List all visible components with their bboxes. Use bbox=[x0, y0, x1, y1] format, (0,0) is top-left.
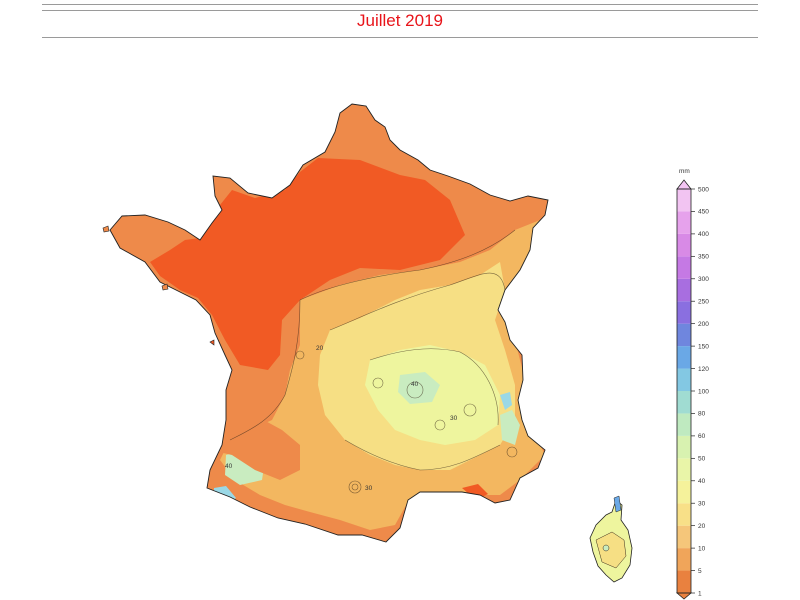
title-underline bbox=[42, 37, 758, 38]
map-title: Juillet 2019 bbox=[356, 11, 443, 30]
zone-very-wet-1 bbox=[398, 372, 440, 404]
contour-label-3: 20 bbox=[316, 345, 324, 352]
legend-band bbox=[677, 503, 691, 526]
corsica bbox=[589, 495, 633, 583]
legend-tick-label: 100 bbox=[698, 388, 709, 395]
legend-ticks: 1 5 10 20 30 40 50 60 80 100 120 150 200 250 300 350 400… bbox=[691, 186, 709, 597]
zone-dry-south bbox=[205, 412, 300, 480]
legend-band bbox=[677, 346, 691, 369]
legend-band bbox=[677, 233, 691, 257]
legend-band bbox=[677, 256, 691, 279]
legend-band bbox=[677, 435, 691, 459]
legend-tick-label: 250 bbox=[698, 299, 709, 306]
legend-band bbox=[677, 548, 691, 571]
legend-tick-label: 50 bbox=[698, 456, 706, 463]
legend-band bbox=[677, 189, 691, 212]
legend-tick-label: 350 bbox=[698, 254, 709, 261]
legend-band bbox=[677, 301, 691, 324]
contour-label-1: 40 bbox=[225, 463, 233, 470]
legend-unit: mm bbox=[679, 168, 690, 175]
island-3 bbox=[209, 339, 215, 346]
legend-arrow-bottom bbox=[675, 592, 693, 600]
legend-tick-label: 40 bbox=[698, 478, 706, 485]
legend-arrow-top bbox=[676, 179, 692, 190]
zone-very-wet-2 bbox=[500, 410, 520, 445]
legend-band bbox=[677, 391, 691, 414]
legend-band bbox=[677, 458, 691, 481]
legend-tick-label: 450 bbox=[698, 209, 709, 216]
legend-band bbox=[677, 278, 691, 302]
island-2 bbox=[161, 283, 169, 291]
legend-tick-label: 10 bbox=[698, 545, 706, 552]
island-1 bbox=[102, 225, 110, 233]
legend-tick-label: 300 bbox=[698, 276, 709, 283]
top-rule-2 bbox=[42, 10, 758, 11]
legend-tick-label: 500 bbox=[698, 186, 709, 193]
top-rule-1 bbox=[42, 4, 758, 5]
contour-label-5: 30 bbox=[450, 415, 458, 422]
legend-band bbox=[677, 525, 691, 549]
zone-coast-blue-2 bbox=[500, 392, 512, 410]
legend-band bbox=[677, 480, 691, 504]
legend-band bbox=[677, 413, 691, 436]
legend-tick-label: 80 bbox=[698, 411, 706, 418]
legend-tick-label: 150 bbox=[698, 343, 709, 350]
legend-band bbox=[677, 570, 691, 593]
contour-lines bbox=[229, 229, 518, 494]
legend-tick-label: 20 bbox=[698, 523, 706, 530]
legend-tick-label: 200 bbox=[698, 321, 709, 328]
contour-label-4: 40 bbox=[411, 381, 419, 388]
legend-tick-label: 60 bbox=[698, 433, 706, 440]
contour-label-2: 30 bbox=[365, 485, 373, 492]
legend-tick-label: 120 bbox=[698, 366, 709, 373]
legend-tick-label: 5 bbox=[698, 568, 702, 575]
legend-tick-label: 30 bbox=[698, 501, 706, 508]
zone-very-dry bbox=[150, 158, 465, 370]
legend-band bbox=[677, 368, 691, 391]
legend-tick-label: 400 bbox=[698, 231, 709, 238]
legend-tick-label: 1 bbox=[698, 590, 702, 597]
legend-color-bar bbox=[675, 179, 693, 600]
legend-band bbox=[677, 211, 691, 234]
legend-band bbox=[677, 323, 691, 347]
